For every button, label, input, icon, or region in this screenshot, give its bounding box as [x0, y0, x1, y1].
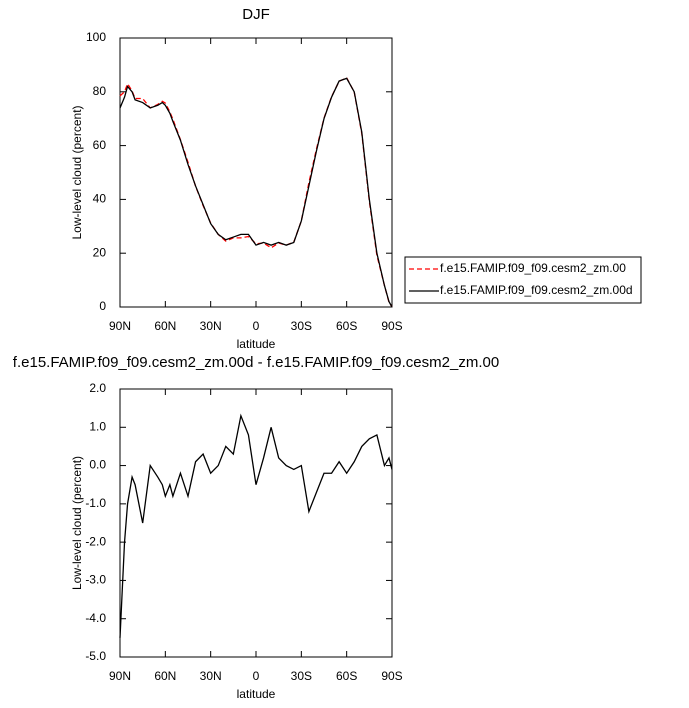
legend-label: f.e15.FAMIP.f09_f09.cesm2_zm.00d — [440, 283, 633, 297]
x-tick-label: 30S — [291, 319, 312, 333]
x-tick-label: 90N — [109, 669, 131, 683]
chart-title: DJF — [242, 6, 270, 23]
y-tick-label: -2.0 — [85, 534, 106, 548]
y-tick-label: 80 — [93, 84, 107, 98]
x-tick-label: 90S — [381, 669, 402, 683]
data-line — [119, 77, 393, 308]
x-axis-label: latitude — [237, 687, 276, 701]
x-tick-label: 60S — [336, 319, 357, 333]
y-axis-label: Low-level cloud (percent) — [70, 456, 84, 590]
x-tick-label: 60S — [336, 669, 357, 683]
legend-label: f.e15.FAMIP.f09_f09.cesm2_zm.00 — [440, 261, 626, 275]
x-tick-label: 90N — [109, 319, 131, 333]
x-tick-label: 30S — [291, 669, 312, 683]
y-tick-label: 20 — [93, 245, 107, 259]
x-tick-label: 30N — [200, 669, 222, 683]
legend-box — [404, 256, 642, 304]
y-tick-label: 1.0 — [89, 419, 106, 433]
y-tick-label: 60 — [93, 138, 107, 152]
y-tick-label: -3.0 — [85, 573, 106, 587]
y-tick-label: 0.0 — [89, 458, 106, 472]
plot-frame — [119, 388, 393, 658]
y-tick-label: 0 — [99, 299, 106, 313]
data-line — [119, 413, 393, 638]
x-tick-label: 60N — [154, 669, 176, 683]
y-axis-label: Low-level cloud (percent) — [70, 105, 84, 239]
y-tick-label: 40 — [93, 192, 107, 206]
x-tick-label: 0 — [253, 319, 260, 333]
x-tick-label: 90S — [381, 319, 402, 333]
x-tick-label: 60N — [154, 319, 176, 333]
y-tick-label: 100 — [86, 30, 106, 44]
chart-title: f.e15.FAMIP.f09_f09.cesm2_zm.00d - f.e15… — [13, 354, 499, 371]
x-axis-label: latitude — [237, 337, 276, 351]
y-tick-label: -5.0 — [85, 649, 106, 663]
data-line — [119, 76, 393, 308]
x-tick-label: 0 — [253, 669, 260, 683]
y-tick-label: -1.0 — [85, 496, 106, 510]
y-tick-label: 2.0 — [89, 381, 106, 395]
y-tick-label: -4.0 — [85, 611, 106, 625]
plot-frame — [119, 37, 393, 308]
x-tick-label: 30N — [200, 319, 222, 333]
